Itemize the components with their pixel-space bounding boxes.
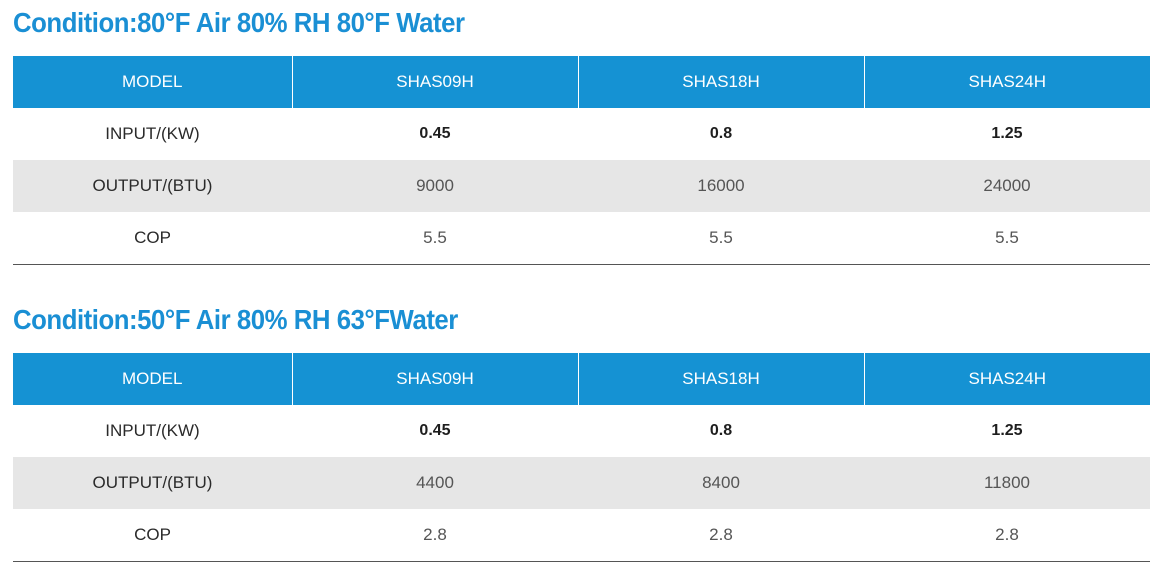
cell-value: 2.8 bbox=[292, 509, 578, 562]
table-row-cop: COP 5.5 5.5 5.5 bbox=[13, 212, 1150, 265]
cell-value: 5.5 bbox=[864, 212, 1150, 265]
condition-title: Condition:80°F Air 80% RH 80°F Water bbox=[13, 7, 465, 38]
cell-value: 16000 bbox=[578, 160, 864, 212]
cell-value: 0.45 bbox=[419, 125, 451, 142]
row-label: COP bbox=[13, 509, 292, 562]
cell-value: 24000 bbox=[864, 160, 1150, 212]
cell-value: 2.8 bbox=[864, 509, 1150, 562]
column-header-shas24h: SHAS24H bbox=[863, 353, 1150, 405]
cell-value: 1.25 bbox=[991, 125, 1023, 142]
column-header-model: MODEL bbox=[13, 353, 292, 405]
table-row-output: OUTPUT/(BTU) 4400 8400 11800 bbox=[13, 457, 1150, 509]
table-header-row: MODEL SHAS09H SHAS18H SHAS24H bbox=[13, 353, 1150, 405]
row-label: COP bbox=[13, 212, 292, 265]
column-header-shas24h: SHAS24H bbox=[863, 56, 1150, 108]
table-header-row: MODEL SHAS09H SHAS18H SHAS24H bbox=[13, 56, 1150, 108]
column-header-shas18h: SHAS18H bbox=[577, 353, 864, 405]
column-header-model: MODEL bbox=[13, 56, 292, 108]
column-header-shas09h: SHAS09H bbox=[291, 353, 578, 405]
table-row-cop: COP 2.8 2.8 2.8 bbox=[13, 509, 1150, 562]
condition-section-1: Condition:80°F Air 80% RH 80°F Water MOD… bbox=[13, 0, 1150, 265]
row-label: INPUT/(KW) bbox=[105, 124, 200, 143]
cell-value: 5.5 bbox=[578, 212, 864, 265]
cell-value: 5.5 bbox=[292, 212, 578, 265]
spec-table: MODEL SHAS09H SHAS18H SHAS24H INPUT/(KW)… bbox=[13, 56, 1150, 265]
cell-value: 1.25 bbox=[991, 422, 1023, 439]
condition-section-2: Condition:50°F Air 80% RH 63°FWater MODE… bbox=[13, 297, 1150, 562]
row-label: OUTPUT/(BTU) bbox=[13, 160, 292, 212]
cell-value: 9000 bbox=[292, 160, 578, 212]
spec-table: MODEL SHAS09H SHAS18H SHAS24H INPUT/(KW)… bbox=[13, 353, 1150, 562]
cell-value: 11800 bbox=[864, 457, 1150, 509]
cell-value: 2.8 bbox=[578, 509, 864, 562]
table-row-input: INPUT/(KW) 0.45 0.8 1.25 bbox=[13, 405, 1150, 457]
table-row-input: INPUT/(KW) 0.45 0.8 1.25 bbox=[13, 108, 1150, 160]
cell-value: 0.8 bbox=[709, 422, 733, 439]
cell-value: 4400 bbox=[292, 457, 578, 509]
column-header-shas18h: SHAS18H bbox=[577, 56, 864, 108]
row-label: INPUT/(KW) bbox=[105, 421, 200, 440]
column-header-shas09h: SHAS09H bbox=[291, 56, 578, 108]
cell-value: 8400 bbox=[578, 457, 864, 509]
cell-value: 0.8 bbox=[709, 125, 733, 142]
condition-title: Condition:50°F Air 80% RH 63°FWater bbox=[13, 304, 458, 335]
table-row-output: OUTPUT/(BTU) 9000 16000 24000 bbox=[13, 160, 1150, 212]
cell-value: 0.45 bbox=[419, 422, 451, 439]
row-label: OUTPUT/(BTU) bbox=[13, 457, 292, 509]
